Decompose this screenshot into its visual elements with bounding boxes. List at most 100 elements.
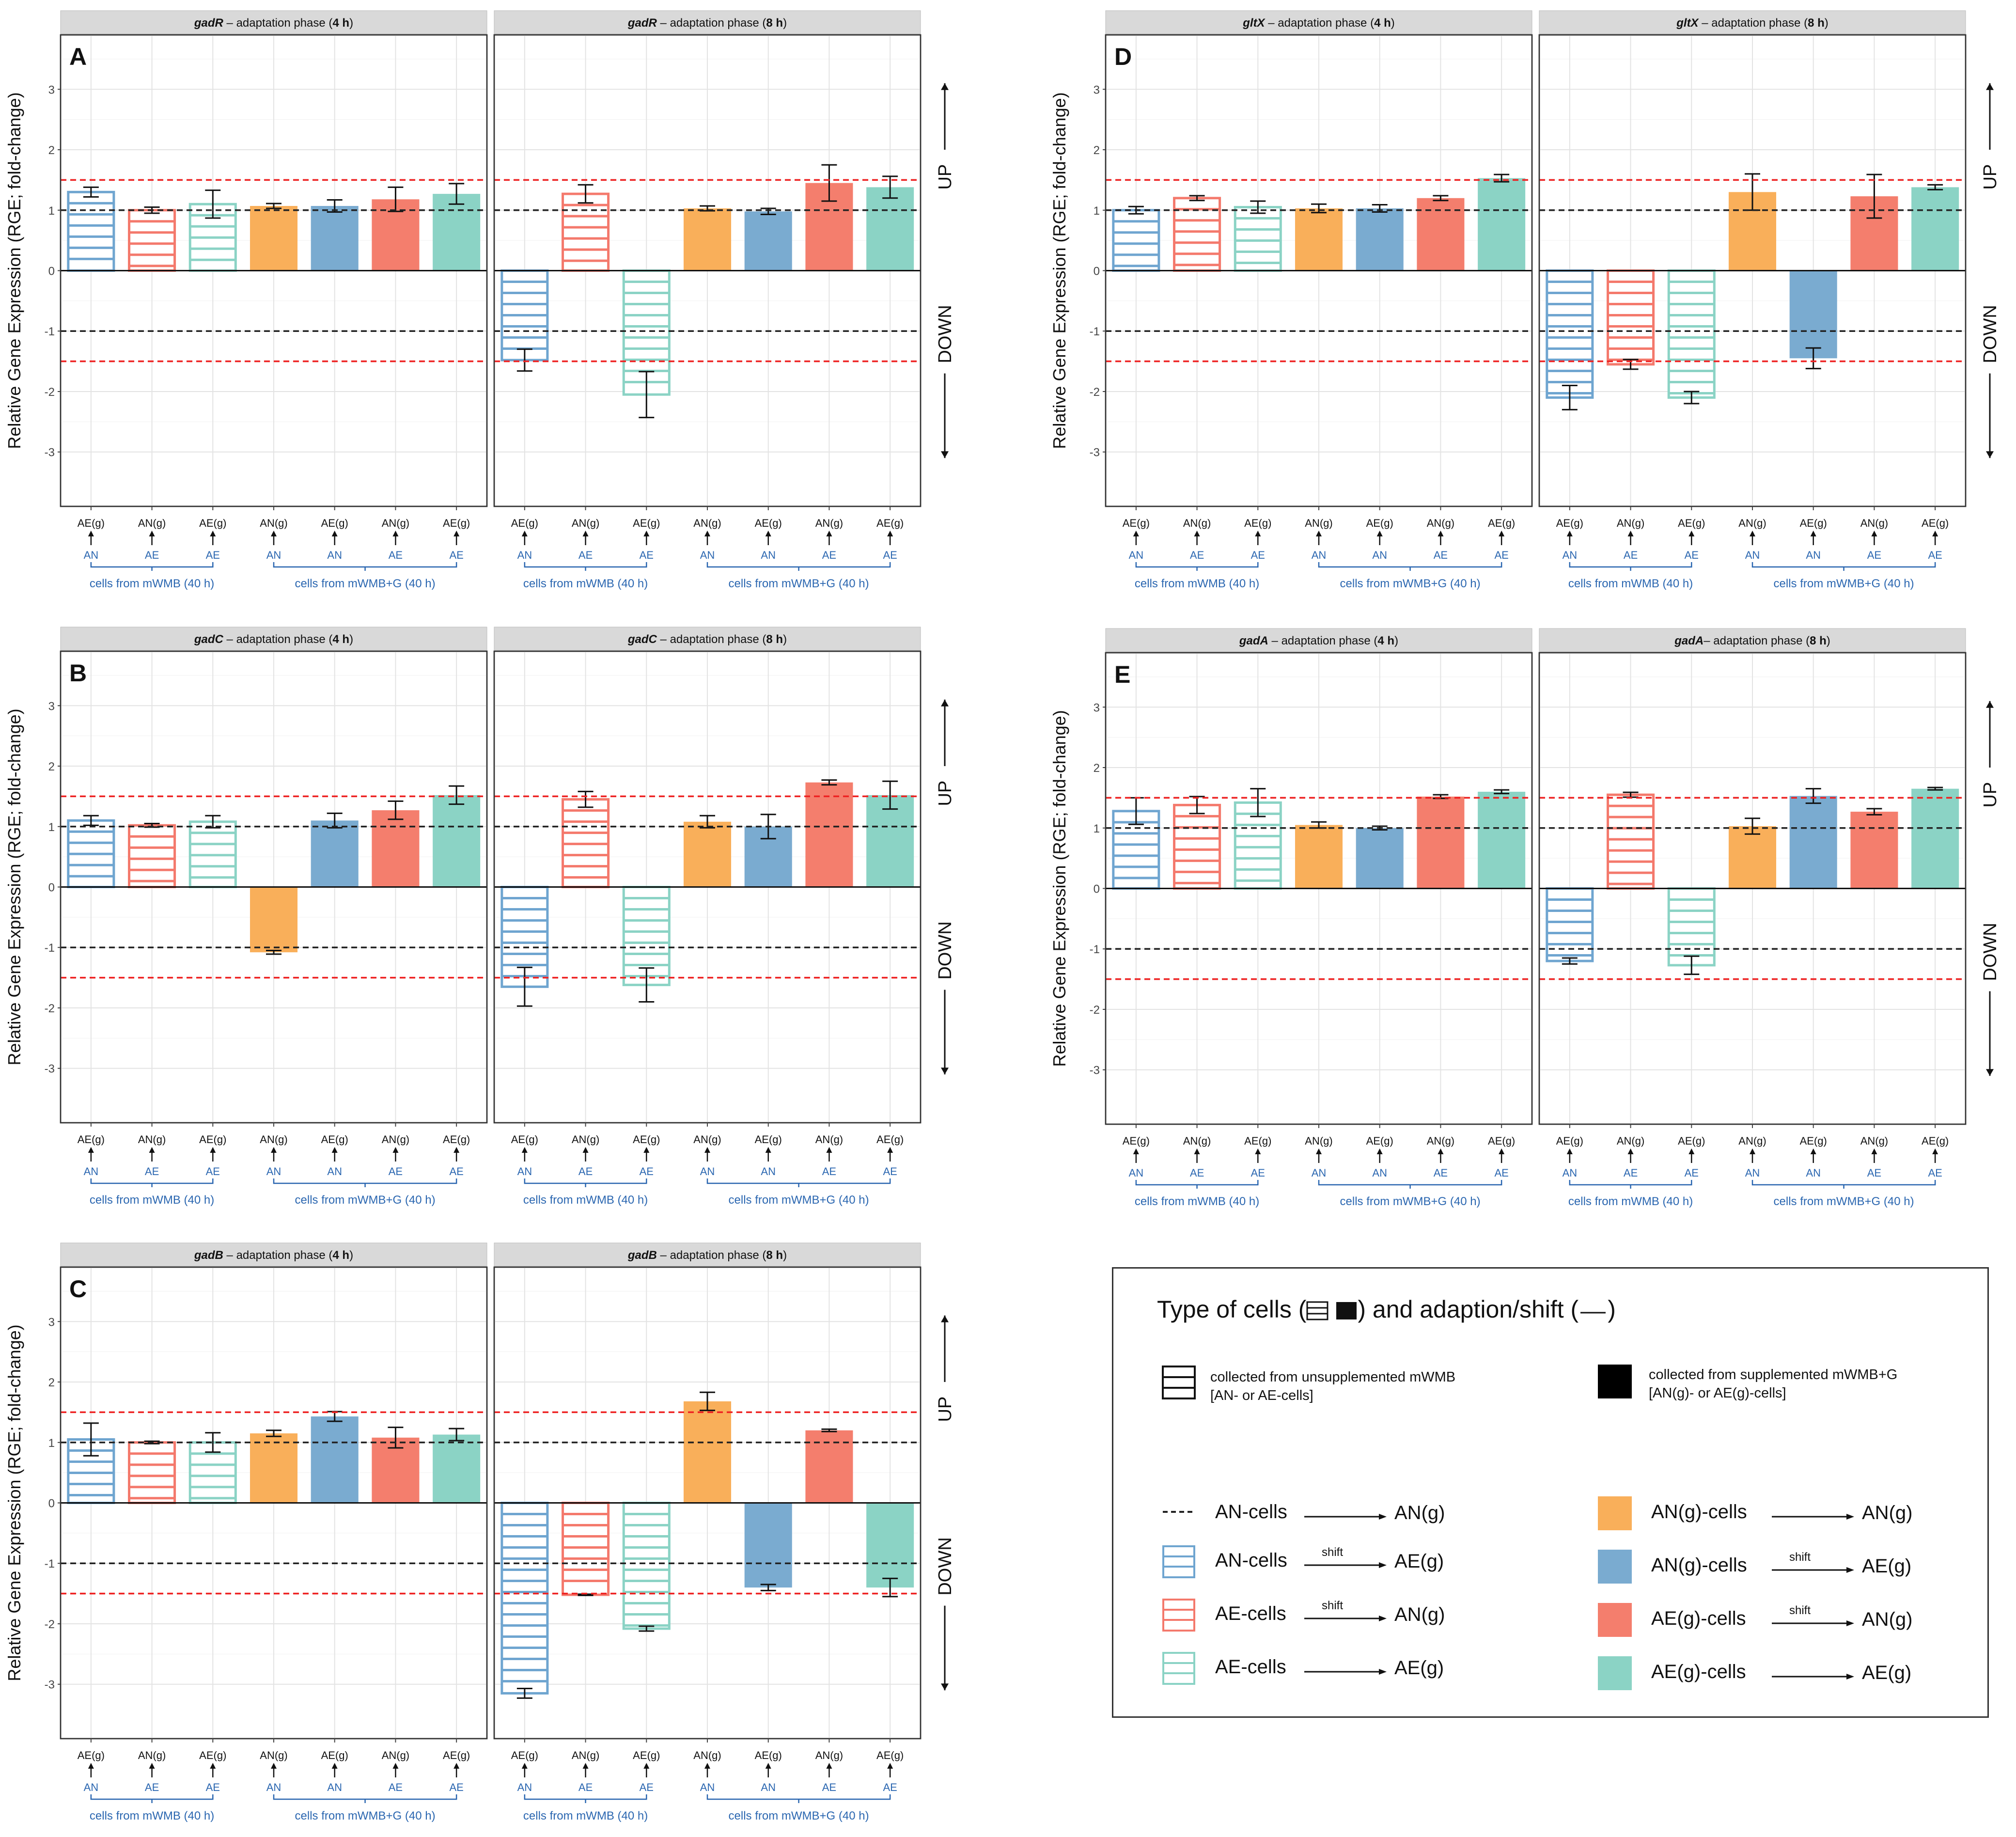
facet-strip [1539,628,1966,652]
x-tick-label-source: AE [822,1781,836,1793]
x-tick-label-target: AN(g) [693,1749,721,1761]
bracket-line [90,1794,214,1800]
x-shift-arrow-icon [887,1763,893,1769]
y-tick-label: 3 [48,83,55,96]
bar [128,209,176,272]
x-tick-label-source: AN [700,1165,715,1178]
panel-C: Relative Gene Expression (RGE; fold-chan… [4,1242,955,1822]
x-shift-arrow-icon [88,1147,94,1153]
x-tick-label-target: AN(g) [138,1749,166,1761]
bar [67,190,115,272]
x-shift-arrow-icon [210,531,216,536]
bar [744,1503,792,1588]
down-arrow-icon [1986,451,1994,458]
bar [866,1503,914,1588]
group-bracket-mwmbg: cells from mWMB+G (40 h) [706,1794,891,1822]
legend-to: AN(g) [1394,1502,1445,1523]
legend-title: Type of cells ( ) and adaption/shift () [1157,1295,1616,1323]
facet-strip-label: gadR – adaptation phase (8 h) [627,16,787,30]
x-shift-arrow-icon [704,1147,710,1153]
x-tick-label-source: AN [700,549,715,561]
x-shift-arrow-icon [331,1763,338,1769]
x-tick-label-target: AE(g) [1123,517,1150,529]
x-tick-label-target: AE(g) [511,517,538,529]
y-tick-label: -2 [1090,386,1100,399]
group-label: cells from mWMB+G (40 h) [729,1809,869,1822]
y-tick-label: 1 [1094,204,1100,218]
x-shift-arrow-icon [1932,531,1938,536]
y-tick-label: 0 [1094,265,1100,278]
facet-strip [1105,10,1532,34]
x-shift-arrow-icon [331,531,338,536]
x-shift-arrow-icon [1438,1148,1444,1154]
facet-1: gadR – adaptation phase (4 h) AE(g) AN AN(g… [60,10,488,590]
x-tick-label-target: AE(g) [876,1749,904,1761]
bar [1546,887,1594,962]
shift-line-icon [1578,1301,1608,1320]
y-tick-label: 1 [48,821,55,834]
bracket-line [1135,562,1259,568]
panel-letter: C [69,1275,87,1303]
bracket-line [706,1178,891,1184]
group-label: cells from mWMB (40 h) [90,1809,214,1822]
group-label: cells from mWMB (40 h) [1135,1195,1259,1208]
x-tick-label-target: AN(g) [260,517,287,529]
x-tick-label-source: AN [761,1165,776,1178]
x-tick-label-source: AN [327,1165,342,1178]
y-tick-label: 0 [48,265,55,278]
bar [1295,208,1343,271]
facet-1: gltX – adaptation phase (4 h) AE(g) AN AN(g… [1105,10,1533,590]
up-label: UP [935,781,955,806]
x-shift-arrow-icon [1566,1148,1573,1154]
x-tick-label-source: AE [640,549,654,561]
y-tick-label: 3 [1094,701,1100,714]
x-shift-arrow-icon [521,1147,528,1153]
facet-strip [60,627,487,651]
up-arrow-icon [941,83,949,90]
x-tick-label-target: AE(g) [1488,1135,1515,1147]
x-tick-label-source: AN [1745,1167,1760,1179]
bar [1417,198,1465,271]
x-shift-arrow-icon [887,1147,893,1153]
bracket-line [273,1178,457,1184]
facet-2: gltX – adaptation phase (8 h) AE(g) AN AN(g… [1538,10,1967,590]
solid-key-icon [1598,1656,1632,1690]
group-label: cells from mWMB (40 h) [1135,577,1259,590]
x-tick-label-target: AN(g) [572,1749,599,1761]
x-tick-label-source: AN [1563,549,1578,561]
panel-letter: E [1114,661,1130,688]
x-shift-arrow-icon [1750,531,1755,536]
x-tick-label-source: AE [145,1781,159,1793]
group-bracket-mwmb: cells from mWMB (40 h) [1568,562,1693,590]
x-tick-label-source: AN [1129,549,1144,561]
bar [866,187,914,271]
group-bracket-mwmb: cells from mWMB (40 h) [523,1178,648,1207]
x-tick-label-target: AE(g) [1123,1135,1150,1147]
legend-to: AE(g) [1862,1662,1912,1683]
bracket-line [524,562,647,568]
up-arrow-icon [1986,83,1994,90]
x-tick-label-target: AE(g) [1366,517,1393,529]
group-label: cells from mWMB (40 h) [90,577,214,590]
x-tick-label-source: AN [266,1781,281,1793]
bracket-line [1318,562,1502,568]
x-tick-label-target: AN(g) [138,517,166,529]
x-tick-label-source: AN [1563,1167,1578,1179]
arrow-icon [1304,1669,1387,1675]
facet-strip-label: gltX – adaptation phase (4 h) [1242,16,1395,30]
y-tick-label: -1 [1090,943,1100,956]
x-shift-arrow-icon [765,531,771,536]
x-tick-label-target: AE(g) [1800,1135,1827,1147]
x-tick-label-source: AN [1372,549,1387,561]
bar-outline [1112,209,1160,272]
x-shift-arrow-icon [1316,1148,1322,1154]
x-tick-label-source: AE [206,1165,220,1178]
x-shift-arrow-icon [1133,531,1139,536]
x-tick-label-source: AE [389,1781,403,1793]
x-tick-label-target: AE(g) [1244,517,1271,529]
bar [744,211,792,271]
bar [1478,178,1526,271]
x-tick-label-source: AN [761,1781,776,1793]
y-tick-label: -3 [45,1063,55,1076]
bar [1911,788,1959,889]
